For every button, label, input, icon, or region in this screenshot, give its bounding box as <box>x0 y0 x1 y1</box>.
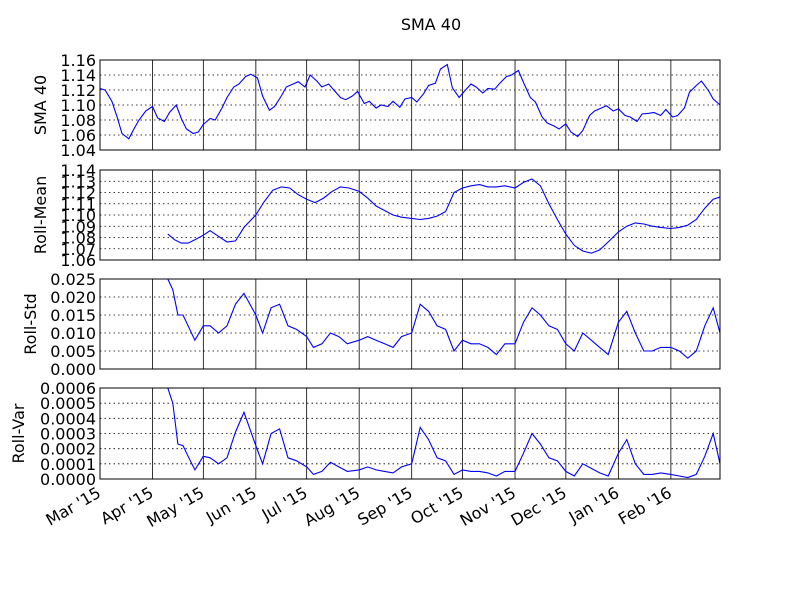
y-tick-label: 1.12 <box>60 184 96 203</box>
x-tick-label: Mar '15 <box>43 483 104 529</box>
series-line-3-0 <box>167 388 720 479</box>
plot-frame <box>99 387 721 480</box>
plot-frame <box>99 169 721 261</box>
x-tick-label: Dec '15 <box>508 483 570 530</box>
panel-3: 0.00000.00010.00020.00030.00040.00050.00… <box>9 379 721 489</box>
y-axis-label: Roll-Mean <box>31 176 50 254</box>
y-tick-label: 0.025 <box>50 270 96 289</box>
y-tick-label: 1.16 <box>60 51 96 70</box>
y-tick-label: 1.10 <box>60 206 96 225</box>
y-tick-label: 1.04 <box>60 141 96 160</box>
x-tick-label: Oct '15 <box>407 483 466 528</box>
x-tick-label: Jan '16 <box>565 483 623 527</box>
y-tick-label: 0.020 <box>50 288 96 307</box>
x-tick-label: Aug '15 <box>301 483 363 530</box>
y-tick-label: 0.0001 <box>40 455 96 474</box>
y-tick-label: 1.10 <box>60 96 96 115</box>
panel-1: 1.061.071.081.091.101.111.121.131.14 Roll… <box>31 161 721 270</box>
x-tick-label: Sep '15 <box>354 483 415 529</box>
y-tick-label: 1.08 <box>60 111 96 130</box>
y-tick-label: 0.0002 <box>40 440 96 459</box>
y-tick-label: 0.0006 <box>40 379 96 398</box>
x-tick-label: Nov '15 <box>457 483 519 530</box>
y-tick-label: 0.005 <box>50 342 96 361</box>
y-tick-label: 1.13 <box>60 172 96 191</box>
y-tick-label: 1.14 <box>60 161 96 180</box>
y-tick-label: 1.14 <box>60 66 96 85</box>
plot-frame <box>99 278 721 370</box>
y-axis-label: Roll-Var <box>9 403 28 463</box>
y-tick-label: 1.11 <box>60 195 96 214</box>
y-tick-label: 0.0005 <box>40 394 96 413</box>
panel-0: 1.041.061.081.101.121.141.16 SMA 40 <box>31 51 721 160</box>
y-axis-label: SMA 40 <box>31 75 50 135</box>
y-tick-label: 0.000 <box>50 360 96 379</box>
series-line-0-0 <box>100 63 720 140</box>
plot-frame <box>99 59 721 151</box>
x-tick-label: Jun '15 <box>202 483 260 527</box>
y-tick-label: 1.07 <box>60 240 96 259</box>
y-tick-label: 0.0003 <box>40 425 96 444</box>
y-tick-label: 1.06 <box>60 251 96 270</box>
y-tick-label: 0.010 <box>50 324 96 343</box>
y-tick-label: 0.0004 <box>40 409 96 428</box>
x-tick-label: Feb '16 <box>615 483 675 529</box>
chart-title: SMA 40 <box>401 15 461 34</box>
y-tick-label: 1.09 <box>60 217 96 236</box>
series-line-2-0 <box>167 279 720 359</box>
y-tick-label: 1.06 <box>60 126 96 145</box>
series-line-1-0 <box>167 178 720 254</box>
y-tick-label: 0.015 <box>50 306 96 325</box>
y-tick-label: 0.0000 <box>40 470 96 489</box>
x-tick-label: May '15 <box>143 483 207 531</box>
y-axis-label: Roll-Std <box>21 293 40 354</box>
y-tick-label: 1.12 <box>60 81 96 100</box>
y-tick-label: 1.08 <box>60 229 96 248</box>
